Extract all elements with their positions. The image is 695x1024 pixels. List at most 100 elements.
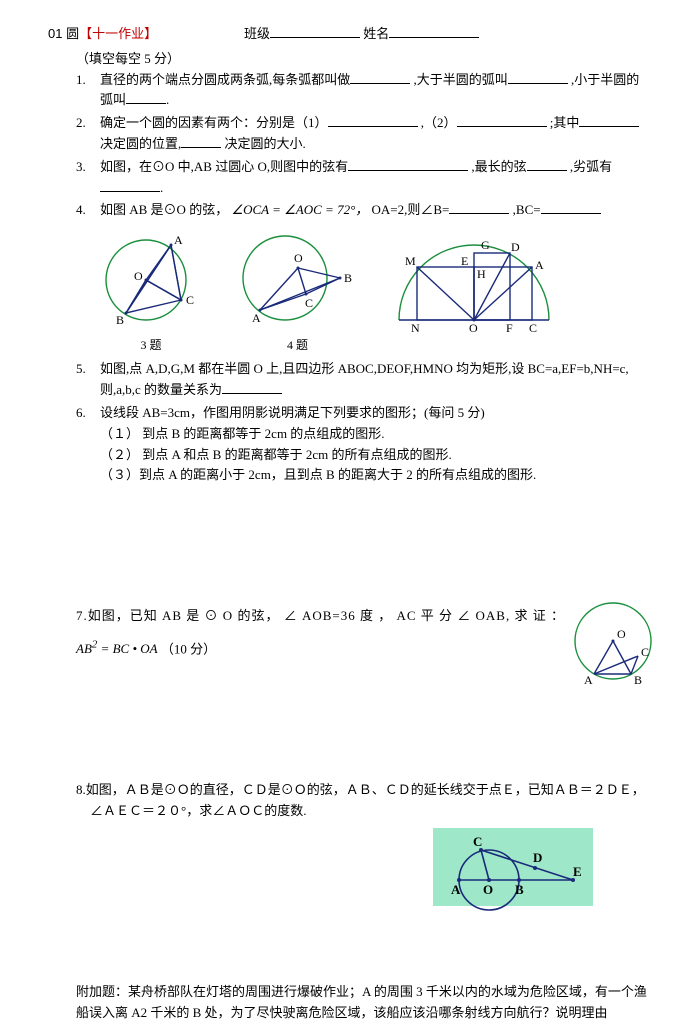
blank xyxy=(508,71,568,84)
figure-row: O A B C 3 题 O A B C 4 题 xyxy=(48,225,653,355)
svg-text:A: A xyxy=(584,673,593,687)
fig7-svg: O A B C xyxy=(568,596,663,691)
blank xyxy=(126,91,166,104)
question-2: 2. 确定一个圆的因素有两个：分别是（1） ,（2） ;其中 决定圆的位置, 决… xyxy=(76,113,653,155)
svg-text:E: E xyxy=(573,864,582,879)
q2-b: ,（2） xyxy=(421,115,457,130)
q3-c: ,劣弧有 xyxy=(570,159,612,174)
blank xyxy=(541,201,601,214)
q6-l2: （２） 到点 A 和点 B 的距离都等于 2cm 的所有点组成的图形. xyxy=(100,447,452,462)
title-prefix: 01 圆 xyxy=(48,26,79,41)
fig4-caption: 4 题 xyxy=(230,336,365,355)
q3-a: 如图，在⊙O 中,AB 过圆心 O,则图中的弦有 xyxy=(100,159,348,174)
q3-num: 3. xyxy=(76,157,86,178)
title: 01 圆【十一作业】 xyxy=(48,26,161,41)
svg-text:B: B xyxy=(344,271,352,285)
svg-text:D: D xyxy=(511,240,520,254)
q6-l1: （１） 到点 B 的距离都等于 2cm 的点组成的图形. xyxy=(100,426,385,441)
figure-4: O A B C 4 题 xyxy=(230,230,365,355)
q2-d: 决定圆的位置, xyxy=(100,136,181,151)
q4-b: OA=2,则∠B= xyxy=(372,202,450,217)
question-8: 8.如图，ＡＢ是⊙Ｏ的直径，ＣＤ是⊙Ｏ的弦，ＡＢ、ＣＤ的延长线交于点Ｅ，已知ＡＢ… xyxy=(48,780,653,912)
question-4: 4. 如图 AB 是⊙O 的弦， ∠OCA = ∠AOC = 72°， OA=2… xyxy=(76,200,653,221)
q2-num: 2. xyxy=(76,113,86,134)
q1-num: 1. xyxy=(76,70,86,91)
blank xyxy=(579,114,639,127)
blank xyxy=(350,71,410,84)
q4-a: 如图 AB 是⊙O 的弦， xyxy=(100,202,228,217)
svg-text:A: A xyxy=(252,311,261,325)
svg-text:C: C xyxy=(305,296,313,310)
blank xyxy=(449,201,509,214)
q7-text: 7.如图，已知 AB 是 ⊙ O 的弦， ∠ AOB=36 度 ， AC 平 分… xyxy=(76,606,653,627)
figure-7: O A B C xyxy=(568,596,663,698)
svg-text:O: O xyxy=(294,251,303,265)
header: 01 圆【十一作业】 班级 姓名 xyxy=(48,24,653,45)
svg-text:M: M xyxy=(405,254,416,268)
blank xyxy=(527,158,567,171)
svg-text:F: F xyxy=(506,321,513,335)
score-note: （填空每空 5 分） xyxy=(48,49,653,70)
svg-text:C: C xyxy=(529,321,537,335)
svg-text:C: C xyxy=(473,834,482,849)
svg-text:A: A xyxy=(174,233,183,247)
svg-text:G: G xyxy=(481,238,490,252)
class-blank xyxy=(270,25,360,38)
question-6: 6. 设线段 AB=3cm，作图用阴影说明满足下列要求的图形；(每问 5 分) … xyxy=(76,403,653,486)
q2-a: 确定一个圆的因素有两个：分别是（1） xyxy=(100,115,328,130)
svg-text:B: B xyxy=(515,882,524,897)
question-list: 1. 直径的两个端点分圆成两条弧,每条弧都叫做 ,大于半圆的弧叫 ,小于半圆的 … xyxy=(48,70,653,222)
blank xyxy=(181,135,221,148)
blank xyxy=(222,381,282,394)
svg-text:O: O xyxy=(134,269,143,283)
figure-8: A O B C D E xyxy=(76,828,653,913)
svg-text:O: O xyxy=(469,321,478,335)
q4-num: 4. xyxy=(76,200,86,221)
question-3: 3. 如图，在⊙O 中,AB 过圆心 O,则图中的弦有 ,最长的弦 ,劣弧有 . xyxy=(76,157,653,199)
bonus-question: 附加题：某舟桥部队在灯塔的周围进行爆破作业；A 的周围 3 千米以内的水域为危险… xyxy=(48,982,653,1024)
q6-l3: （３）到点 A 的距离小于 2cm，且到点 B 的距离大于 2 的所有点组成的图… xyxy=(100,467,536,482)
svg-text:A: A xyxy=(451,882,461,897)
q6-a: 设线段 AB=3cm，作图用阴影说明满足下列要求的图形；(每问 5 分) xyxy=(100,405,485,420)
svg-text:N: N xyxy=(411,321,420,335)
question-list-2: 5. 如图,点 A,D,G,M 都在半圆 O 上,且四边形 ABOC,DEOF,… xyxy=(48,359,653,486)
question-1: 1. 直径的两个端点分圆成两条弧,每条弧都叫做 ,大于半圆的弧叫 ,小于半圆的 … xyxy=(76,70,653,112)
svg-text:D: D xyxy=(533,850,542,865)
q5-b: 则,a,b,c 的数量关系为 xyxy=(100,382,222,397)
blank xyxy=(100,179,160,192)
q8-b: ∠ＡＥＣ＝２０°，求∠ＡＯＣ的度数. xyxy=(76,801,653,822)
q8-a: 8.如图，ＡＢ是⊙Ｏ的直径，ＣＤ是⊙Ｏ的弦，ＡＢ、ＣＤ的延长线交于点Ｅ，已知ＡＢ… xyxy=(76,780,653,801)
q3-b: ,最长的弦 xyxy=(471,159,526,174)
fig5-svg: G M E D H A N O F C xyxy=(389,225,564,335)
svg-text:B: B xyxy=(116,313,124,327)
fig3-caption: 3 题 xyxy=(96,336,206,355)
svg-text:A: A xyxy=(535,258,544,272)
class-label: 班级 xyxy=(244,26,270,41)
svg-text:C: C xyxy=(186,293,194,307)
svg-text:O: O xyxy=(483,882,493,897)
q5-a: 如图,点 A,D,G,M 都在半圆 O 上,且四边形 ABOC,DEOF,HMN… xyxy=(100,361,629,376)
fig3-svg: O A B C xyxy=(96,230,206,330)
figure-3: O A B C 3 题 xyxy=(96,230,206,355)
question-5: 5. 如图,点 A,D,G,M 都在半圆 O 上,且四边形 ABOC,DEOF,… xyxy=(76,359,653,401)
blank xyxy=(457,114,547,127)
q5-num: 5. xyxy=(76,359,86,380)
q2-c: ;其中 xyxy=(550,115,580,130)
svg-text:C: C xyxy=(641,645,649,659)
svg-text:E: E xyxy=(461,254,468,268)
q4-formula: ∠OCA = ∠AOC = 72°， xyxy=(231,202,368,217)
svg-text:H: H xyxy=(477,267,486,281)
title-homework: 【十一作业】 xyxy=(79,26,157,41)
q4-c: ,BC= xyxy=(513,202,541,217)
blank xyxy=(328,114,418,127)
q1-c: ,小于半圆的 xyxy=(571,72,639,87)
question-7: 7.如图，已知 AB 是 ⊙ O 的弦， ∠ AOB=36 度 ， AC 平 分… xyxy=(48,606,653,660)
q1-b: ,大于半圆的弧叫 xyxy=(414,72,508,87)
fig8-svg: A O B C D E xyxy=(433,828,593,906)
q1-d: 弧叫 xyxy=(100,92,126,107)
fig4-svg: O A B C xyxy=(230,230,365,330)
q1-a: 直径的两个端点分圆成两条弧,每条弧都叫做 xyxy=(100,72,350,87)
q6-num: 6. xyxy=(76,403,86,424)
q2-e: 决定圆的大小. xyxy=(225,136,306,151)
name-label: 姓名 xyxy=(363,26,389,41)
